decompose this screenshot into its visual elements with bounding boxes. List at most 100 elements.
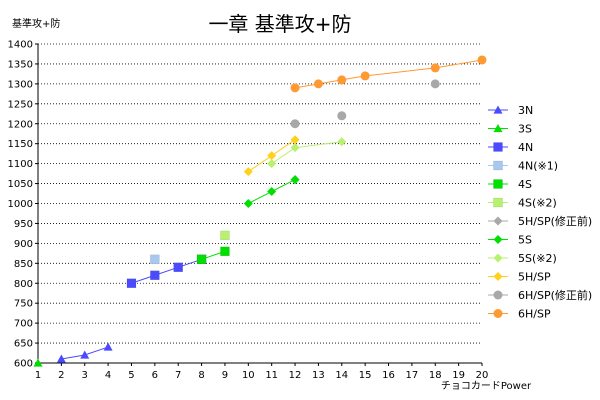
y-tick-label: 1050 <box>8 179 33 190</box>
data-point <box>80 350 90 359</box>
y-tick-label: 650 <box>14 339 33 350</box>
grid <box>38 43 482 344</box>
y-tick-label: 800 <box>14 279 33 290</box>
x-tick-label: 20 <box>476 370 489 381</box>
x-tick-label: 11 <box>265 370 278 381</box>
series <box>243 135 300 177</box>
legend-label: 3S <box>518 123 532 136</box>
x-tick-label: 7 <box>175 370 181 381</box>
series <box>243 175 300 208</box>
data-point <box>33 358 43 367</box>
series-line <box>271 141 342 165</box>
x-tick-label: 8 <box>198 370 204 381</box>
data-point <box>267 187 277 197</box>
legend-marker <box>493 179 503 189</box>
data-point <box>150 254 160 265</box>
legend-item: 3N <box>488 104 533 117</box>
x-tick-label: 13 <box>312 370 325 381</box>
data-point <box>290 135 300 145</box>
legend-item: 4N(※1) <box>488 160 558 173</box>
x-tick-label: 9 <box>222 370 228 381</box>
data-point <box>360 71 370 81</box>
legend-marker <box>493 272 503 281</box>
x-tick-label: 3 <box>82 370 88 381</box>
series <box>196 246 230 265</box>
series <box>33 358 43 367</box>
y-tick-label: 900 <box>14 239 33 250</box>
legend-label: 4N(※1) <box>518 160 558 173</box>
x-axis-label: チョコカードPower <box>441 380 532 392</box>
data-point <box>220 230 230 241</box>
x-tick-label: 4 <box>105 370 111 381</box>
x-ticks: 1 2 3 4 5 6 7 8 9 10 11 12 13 14 15 16 17 18 19 20 <box>35 363 489 381</box>
data-point <box>220 246 230 257</box>
y-tick-label: 1000 <box>8 199 33 210</box>
y-tick-label: 1200 <box>8 119 33 130</box>
legend-label: 6H/SP(修正前) <box>518 288 592 302</box>
legend-label: 4S <box>518 178 532 191</box>
y-axis-label: 基準攻+防 <box>12 17 60 30</box>
data-point <box>126 278 137 288</box>
legend-marker <box>493 160 503 171</box>
series-layer <box>33 55 487 367</box>
legend-label: 5H/SP(修正前) <box>518 214 592 228</box>
legend-marker <box>493 197 503 208</box>
legend-label: 3N <box>518 104 533 117</box>
legend-marker <box>493 142 503 152</box>
legend-marker <box>493 235 503 244</box>
x-tick-label: 10 <box>242 370 255 381</box>
y-ticks: 600 650 700 750 800 850 900 950 1000 1050 1100 1150… <box>8 40 38 370</box>
legend-label: 5S <box>518 234 532 247</box>
data-point <box>430 63 440 73</box>
data-point <box>337 75 347 85</box>
legend-item: 6H/SP(修正前) <box>488 288 592 302</box>
data-point <box>150 270 160 281</box>
x-tick-label: 1 <box>35 370 41 381</box>
data-point <box>196 254 207 265</box>
series <box>267 137 347 169</box>
data-point <box>337 111 347 121</box>
series-line <box>131 258 202 284</box>
legend-label: 5H/SP <box>518 271 551 284</box>
data-point <box>243 167 253 177</box>
legend-item: 4N <box>488 141 533 154</box>
y-tick-label: 600 <box>14 359 33 370</box>
legend-item: 5S <box>488 234 532 247</box>
data-point <box>313 79 323 89</box>
x-tick-label: 17 <box>406 370 419 381</box>
legend: 3N 3S 4N 4N(※1) 4S 4S(※2) 5H/SP(修正前) 5S 5S(※2) 5H… <box>488 104 592 321</box>
data-point <box>267 159 277 169</box>
data-point <box>290 83 300 93</box>
series <box>290 55 487 93</box>
y-tick-label: 1300 <box>8 79 33 90</box>
legend-item: 5H/SP(修正前) <box>488 214 592 228</box>
y-tick-label: 1400 <box>8 40 33 51</box>
y-tick-label: 750 <box>14 299 33 310</box>
x-tick-label: 18 <box>429 370 442 381</box>
series <box>56 342 113 363</box>
data-point <box>243 199 253 208</box>
x-tick-label: 19 <box>452 370 465 381</box>
legend-marker <box>493 253 503 263</box>
legend-label: 4S(※2) <box>518 197 557 210</box>
data-point <box>290 119 300 129</box>
y-tick-label: 1150 <box>8 139 33 150</box>
data-point <box>103 342 113 351</box>
series <box>220 230 230 241</box>
legend-marker <box>493 124 503 133</box>
data-point <box>430 79 440 89</box>
y-tick-label: 1350 <box>8 59 33 70</box>
data-point <box>337 137 347 147</box>
series <box>150 254 160 265</box>
data-point <box>267 151 277 161</box>
y-tick-label: 700 <box>14 319 33 330</box>
x-tick-label: 12 <box>289 370 302 381</box>
legend-item: 5H/SP <box>488 271 551 284</box>
x-tick-label: 14 <box>335 370 348 381</box>
data-point <box>477 55 487 65</box>
legend-item: 5S(※2) <box>488 252 557 265</box>
x-tick-label: 16 <box>382 370 395 381</box>
series <box>290 79 440 129</box>
x-tick-label: 6 <box>152 370 158 381</box>
